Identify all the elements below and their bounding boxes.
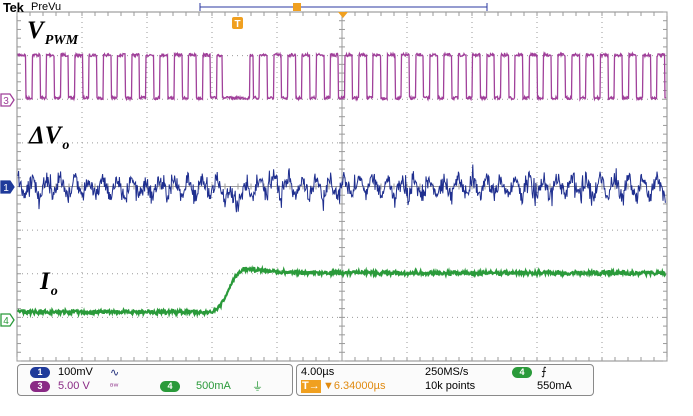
vertical-readout-panel[interactable]	[17, 364, 293, 396]
record-view-marker[interactable]	[293, 3, 301, 11]
current-trace-label: Io	[40, 268, 58, 299]
trigger-delay-prefix: T→	[301, 380, 321, 393]
trigger-position-marker[interactable]	[232, 17, 243, 29]
svg-text:4: 4	[3, 316, 9, 327]
trigger-point-marker[interactable]	[338, 12, 348, 18]
ripple-trace-label: ΔVo	[29, 122, 70, 153]
svg-text:3: 3	[3, 96, 9, 107]
pwm-trace-label: VPWM	[27, 17, 79, 48]
brand-logo: Tek	[3, 0, 24, 15]
ch3-scale: 5.00 V	[58, 380, 90, 392]
bw-limit-icon: ᴮᵂ	[110, 382, 119, 391]
ch4-scale: 500mA	[196, 380, 231, 392]
ground-icon: ⏚	[252, 380, 263, 393]
bandwidth-icon: ∿	[110, 366, 120, 379]
sample-rate-readout: 250MS/s	[425, 366, 469, 378]
acquisition-mode: PreVu	[31, 1, 62, 13]
record-length-readout: 10k points	[425, 380, 476, 392]
ch3-badge[interactable]: 3	[30, 381, 50, 392]
ch1-scale: 100mV	[58, 366, 93, 378]
trigger-position-letter: T	[234, 19, 240, 30]
trigger-delay-readout: ▼6.34000µs	[323, 380, 386, 392]
ch3-ground-marker[interactable]: 3	[0, 93, 15, 107]
timebase-readout: 4.00µs	[301, 366, 335, 378]
ch4-ground-marker[interactable]: 4	[0, 313, 15, 327]
horizontal-readout-panel[interactable]	[296, 364, 594, 396]
ch1-badge[interactable]: 1	[30, 367, 50, 378]
svg-text:1: 1	[3, 183, 9, 194]
rising-edge-icon: ⨍	[541, 365, 547, 378]
ch1-ground-marker[interactable]: 1	[0, 180, 15, 194]
trigger-level-readout: 550mA	[537, 380, 572, 392]
ripple-waveform	[17, 164, 666, 213]
current-waveform	[17, 264, 667, 319]
trigger-channel-badge[interactable]: 4	[512, 367, 532, 378]
ch4-badge[interactable]: 4	[160, 381, 180, 392]
pwm-waveform	[17, 51, 667, 102]
